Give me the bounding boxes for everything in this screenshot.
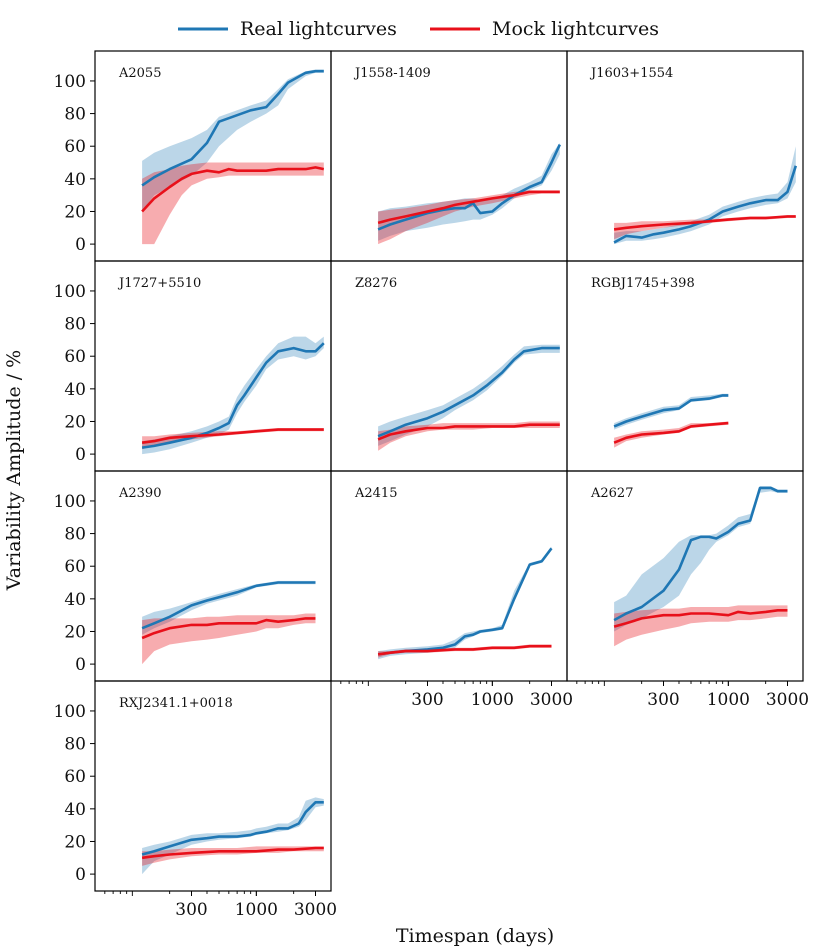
panel-title-8: A2627 bbox=[590, 486, 633, 501]
line-real-8 bbox=[613, 486, 788, 622]
line-real-5 bbox=[613, 394, 729, 428]
band-mock-0 bbox=[142, 162, 324, 245]
panel-frame-4 bbox=[330, 260, 568, 472]
line-mock-2 bbox=[613, 215, 796, 231]
x-tick-label-7-300: 300 bbox=[411, 690, 443, 710]
y-tick-label-9-100: 100 bbox=[54, 702, 86, 722]
y-tick-label-6-100: 100 bbox=[54, 492, 86, 512]
y-tick-label-0-100: 100 bbox=[54, 72, 86, 92]
y-tick-label-6-80: 80 bbox=[64, 525, 86, 545]
y-tick-label-3-20: 20 bbox=[64, 412, 86, 432]
line-real-3 bbox=[141, 342, 325, 449]
panel-title-1: J1558-1409 bbox=[353, 66, 431, 81]
legend-label-mock: Mock lightcurves bbox=[492, 18, 659, 40]
x-tick-label-9-300: 300 bbox=[175, 900, 207, 920]
y-tick-label-0-40: 40 bbox=[64, 170, 86, 190]
panel-title-4: Z8276 bbox=[355, 276, 397, 291]
y-tick-label-3-100: 100 bbox=[54, 282, 86, 302]
line-mock-8 bbox=[613, 608, 788, 628]
y-tick-label-9-20: 20 bbox=[64, 832, 86, 852]
band-mock-9 bbox=[142, 846, 324, 866]
panel-title-2: J1603+1554 bbox=[589, 66, 673, 81]
panel-5: RGBJ1745+398 bbox=[566, 260, 804, 472]
y-tick-label-9-40: 40 bbox=[64, 800, 86, 820]
panel-4: Z8276 bbox=[330, 260, 568, 472]
line-mock-6 bbox=[141, 617, 316, 640]
panel-title-9: RXJ2341.1+0018 bbox=[119, 696, 233, 711]
band-mock-2 bbox=[614, 216, 796, 240]
y-tick-label-0-0: 0 bbox=[75, 235, 86, 255]
y-tick-label-3-0: 0 bbox=[75, 445, 86, 465]
panel-2: J1603+1554 bbox=[566, 50, 804, 262]
panel-0: A2055 0 20 40 60 80 100 bbox=[54, 50, 332, 262]
band-real-2 bbox=[614, 146, 796, 245]
x-tick-label-9-1000: 1000 bbox=[235, 900, 278, 920]
legend: Real lightcurves Mock lightcurves bbox=[178, 18, 659, 40]
line-real-0 bbox=[141, 69, 324, 187]
panel-title-6: A2390 bbox=[118, 486, 161, 501]
y-tick-label-0-20: 20 bbox=[64, 202, 86, 222]
y-tick-label-9-80: 80 bbox=[64, 735, 86, 755]
y-tick-label-0-60: 60 bbox=[64, 137, 86, 157]
band-real-6 bbox=[142, 580, 316, 635]
panel-9: RXJ2341.1+0018 0 20 40 60 80 100 300 1000 3000 bbox=[54, 680, 337, 920]
panel-frame-6 bbox=[94, 470, 332, 682]
panel-frame-5 bbox=[566, 260, 804, 472]
panel-title-5: RGBJ1745+398 bbox=[591, 276, 695, 291]
panel-title-3: J1727+5510 bbox=[117, 276, 201, 291]
panel-3: J1727+5510 0 20 40 60 80 100 bbox=[54, 260, 332, 472]
line-real-2 bbox=[613, 165, 798, 244]
y-tick-label-6-40: 40 bbox=[64, 590, 86, 610]
y-tick-label-6-60: 60 bbox=[64, 557, 86, 577]
y-tick-label-9-0: 0 bbox=[75, 865, 86, 885]
line-mock-7 bbox=[377, 644, 552, 656]
x-tick-label-8-1000: 1000 bbox=[707, 690, 750, 710]
y-tick-label-9-60: 60 bbox=[64, 767, 86, 787]
band-real-3 bbox=[142, 336, 324, 455]
panel-title-7: A2415 bbox=[354, 486, 397, 501]
panel-frame-9 bbox=[94, 680, 332, 892]
y-tick-label-6-0: 0 bbox=[75, 655, 86, 675]
y-tick-label-0-80: 80 bbox=[64, 105, 86, 125]
band-real-5 bbox=[614, 393, 729, 430]
line-real-4 bbox=[377, 346, 560, 438]
x-tick-label-8-300: 300 bbox=[647, 690, 679, 710]
panel-title-0: A2055 bbox=[118, 66, 161, 81]
line-real-6 bbox=[141, 581, 316, 630]
line-real-1 bbox=[377, 144, 561, 231]
line-mock-5 bbox=[613, 421, 729, 444]
panel-frame-3 bbox=[94, 260, 332, 472]
line-mock-4 bbox=[377, 423, 560, 441]
panel-8: A2627 300 1000 3000 bbox=[566, 470, 809, 710]
line-mock-0 bbox=[141, 166, 325, 213]
line-mock-9 bbox=[141, 846, 324, 860]
legend-label-real: Real lightcurves bbox=[240, 18, 397, 40]
y-tick-label-3-80: 80 bbox=[64, 315, 86, 335]
x-tick-label-8-3000: 3000 bbox=[766, 690, 809, 710]
line-mock-1 bbox=[377, 190, 560, 225]
y-tick-label-6-20: 20 bbox=[64, 622, 86, 642]
band-real-1 bbox=[378, 142, 560, 241]
band-real-7 bbox=[378, 546, 552, 660]
panel-frame-8 bbox=[566, 470, 804, 682]
y-tick-label-3-40: 40 bbox=[64, 380, 86, 400]
x-tick-label-9-3000: 3000 bbox=[294, 900, 337, 920]
x-tick-label-7-3000: 3000 bbox=[530, 690, 573, 710]
line-mock-3 bbox=[141, 428, 324, 444]
y-tick-label-3-60: 60 bbox=[64, 347, 86, 367]
panel-1: J1558-1409 bbox=[330, 50, 568, 262]
panel-grid: A2055 0 20 40 60 80 100 J1558-1409 J1603+1554 J17… bbox=[54, 50, 809, 920]
y-axis-title: Variability Amplitude / % bbox=[3, 350, 25, 591]
panel-frame-1 bbox=[330, 50, 568, 262]
panel-6: A2390 0 20 40 60 80 100 bbox=[54, 470, 332, 682]
x-axis-title: Timespan (days) bbox=[396, 925, 554, 947]
line-real-9 bbox=[141, 800, 324, 856]
panel-7: A2415 300 1000 3000 bbox=[330, 470, 573, 710]
x-tick-label-7-1000: 1000 bbox=[471, 690, 514, 710]
band-mock-3 bbox=[142, 428, 324, 450]
